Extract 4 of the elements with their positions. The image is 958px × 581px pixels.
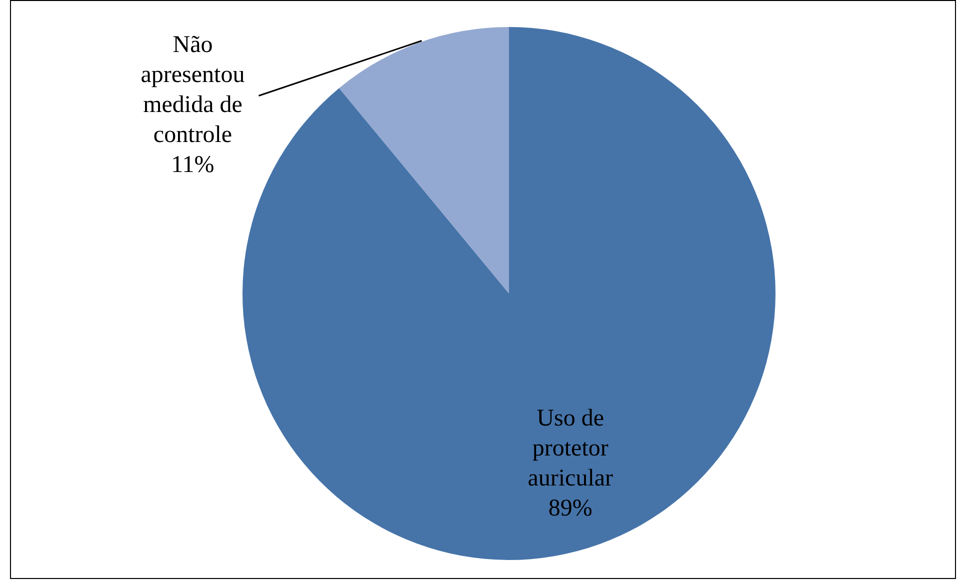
data-label: 11% xyxy=(171,152,214,178)
data-label: 89% xyxy=(548,495,592,522)
slice-label: Não apresentou medida de controle xyxy=(140,32,245,148)
slice-label: Uso de protetor auricular xyxy=(528,405,614,492)
